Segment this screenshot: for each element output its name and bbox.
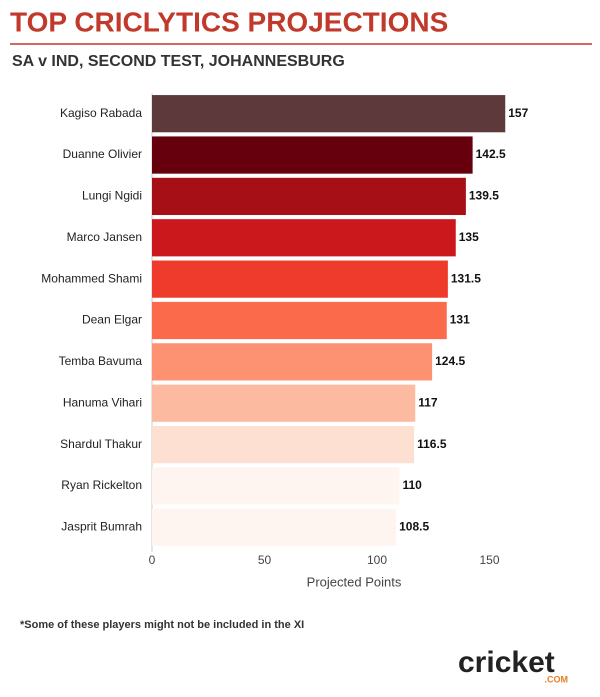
- y-tick-label: Ryan Rickelton: [61, 478, 142, 492]
- bar: [152, 219, 456, 257]
- value-label: 131: [450, 313, 470, 327]
- footnote: *Some of these players might not be incl…: [20, 619, 304, 631]
- bar: [152, 260, 448, 298]
- bar: [152, 136, 473, 174]
- y-tick-label: Marco Jansen: [67, 230, 142, 244]
- logo-suffix: .COM: [545, 674, 569, 684]
- bar: [152, 177, 466, 216]
- x-tick-label: 0: [149, 553, 156, 567]
- y-tick-label: Lungi Ngidi: [82, 189, 142, 203]
- x-tick-label: 50: [258, 553, 272, 567]
- x-axis-label: Projected Points: [307, 574, 402, 589]
- y-tick-label: Temba Bavuma: [59, 354, 143, 368]
- chart-title: TOP CRICLYTICS PROJECTIONS: [10, 6, 448, 37]
- bar: [152, 301, 447, 340]
- value-label: 157: [508, 106, 528, 120]
- logo: cricket: [458, 646, 555, 679]
- value-label: 135: [459, 230, 479, 244]
- x-tick-label: 150: [479, 553, 499, 567]
- bar: [152, 384, 416, 422]
- value-label: 139.5: [469, 189, 499, 203]
- bar: [152, 343, 433, 381]
- value-label: 108.5: [399, 519, 429, 533]
- value-label: 131.5: [451, 271, 481, 285]
- value-label: 117: [418, 395, 438, 409]
- chart-subtitle: SA v IND, SECOND TEST, JOHANNESBURG: [12, 53, 345, 70]
- value-label: 110: [403, 478, 423, 492]
- y-tick-label: Shardul Thakur: [60, 437, 142, 451]
- bar: [152, 467, 400, 505]
- value-label: 124.5: [435, 354, 465, 368]
- y-tick-label: Mohammed Shami: [41, 271, 142, 285]
- y-tick-label: Kagiso Rabada: [60, 106, 142, 120]
- value-label: 142.5: [476, 147, 506, 161]
- bar: [152, 95, 506, 133]
- bar: [152, 425, 415, 464]
- value-label: 116.5: [417, 437, 447, 451]
- x-tick-label: 100: [367, 553, 387, 567]
- bar: [152, 508, 397, 546]
- y-tick-label: Duanne Olivier: [63, 147, 142, 161]
- y-tick-label: Jasprit Bumrah: [61, 519, 142, 533]
- y-tick-label: Hanuma Vihari: [63, 395, 142, 409]
- y-tick-label: Dean Elgar: [82, 313, 142, 327]
